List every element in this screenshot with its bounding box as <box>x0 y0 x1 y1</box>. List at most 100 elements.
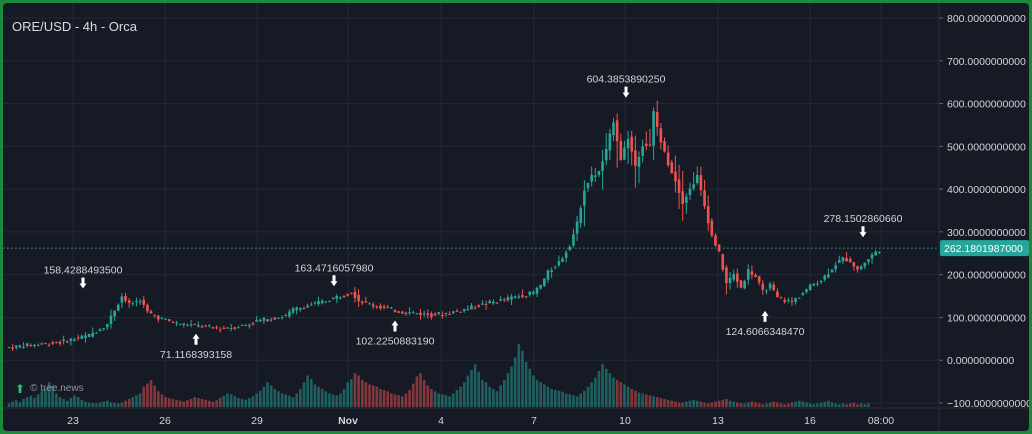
volume-bar <box>739 403 743 407</box>
candle-body <box>401 311 404 314</box>
candle-body <box>473 307 477 309</box>
candle-body <box>84 335 87 339</box>
high-arrow-icon <box>330 275 338 287</box>
volume-bar <box>302 382 306 407</box>
volume-bar <box>838 404 841 407</box>
candle-body <box>167 319 171 322</box>
candle-body <box>331 297 335 299</box>
volume-bar <box>368 384 371 407</box>
volume-bar <box>743 403 746 407</box>
volume-bar <box>812 404 816 407</box>
volume-bar <box>262 386 266 407</box>
volume-bar <box>182 401 186 407</box>
volume-bar <box>415 376 419 407</box>
candle-body <box>335 295 339 299</box>
candle-body <box>776 291 779 298</box>
candle-body <box>441 314 444 316</box>
volume-bar <box>852 402 856 407</box>
volume-bar <box>211 401 215 407</box>
volume-bar <box>510 366 513 407</box>
volume-bar <box>830 402 834 407</box>
volume-bar <box>218 398 222 407</box>
volume-bar <box>779 403 783 407</box>
volume-bar <box>342 389 346 407</box>
candle-body <box>113 310 116 317</box>
candle-body <box>339 297 342 299</box>
candle-body <box>459 311 462 313</box>
volume-bar <box>652 396 655 407</box>
volume-bar <box>229 394 233 407</box>
volume-bar <box>291 397 295 407</box>
candle-body <box>550 270 553 272</box>
candle-body <box>160 318 164 320</box>
candle-body <box>848 258 852 263</box>
volume-bar <box>269 385 273 407</box>
volume-bar <box>277 391 280 407</box>
candle-body <box>644 143 648 146</box>
volume-bar <box>564 393 568 407</box>
candlestick-chart[interactable]: 800.0000000000 700.0000000000 600.00000000… <box>3 3 1029 431</box>
candle-body <box>164 318 167 320</box>
candle-body <box>659 128 663 143</box>
candle-body <box>779 297 783 299</box>
candle-body <box>736 273 739 282</box>
candle-body <box>328 301 331 303</box>
volume-bar <box>808 403 812 407</box>
candle-body <box>357 294 360 302</box>
volume-bar <box>579 393 583 407</box>
annotation-label: 102.2250883190 <box>356 335 435 347</box>
volume-bar <box>692 399 695 407</box>
candle-body <box>634 150 637 166</box>
candle-body <box>827 274 830 278</box>
candle-body <box>58 341 62 344</box>
low-arrow-icon <box>391 320 399 332</box>
candle-body <box>488 301 491 304</box>
candle-body <box>685 196 688 203</box>
volume-bar <box>706 403 710 407</box>
candle-body <box>109 315 113 324</box>
volume-bar <box>663 398 666 407</box>
volume-bar <box>437 393 441 407</box>
volume-bar <box>371 385 375 407</box>
candle-body <box>29 345 33 347</box>
volume-bar <box>295 393 298 407</box>
candle-body <box>521 294 524 298</box>
volume-bar <box>787 403 790 407</box>
volume-bar <box>746 402 750 407</box>
volume-bar <box>36 394 40 407</box>
volume-bar <box>386 391 390 407</box>
candle-body <box>393 309 397 312</box>
candle-body <box>309 304 313 306</box>
volume-bar <box>856 404 859 407</box>
candle-body <box>663 141 666 152</box>
volume-bar <box>44 388 47 407</box>
candle-body <box>725 267 728 284</box>
volume-bar <box>29 395 33 407</box>
candle-body <box>819 280 823 283</box>
candle-body <box>743 280 746 289</box>
volume-bar <box>546 386 550 407</box>
watermark: ⬆ © tree.news <box>15 383 84 395</box>
volume-bar <box>619 382 623 407</box>
volume-bar <box>40 391 44 407</box>
candle-body <box>655 112 659 127</box>
volume-bar <box>87 402 91 407</box>
candle-body <box>470 305 473 310</box>
volume-bar <box>455 389 459 407</box>
candle-body <box>178 324 182 326</box>
candle-body <box>608 133 612 151</box>
candle-body <box>379 305 382 309</box>
candle-body <box>553 267 557 269</box>
candle-body <box>149 311 153 314</box>
volume-bar <box>135 395 138 407</box>
volume-bar <box>80 399 84 407</box>
volume-bar <box>408 389 411 407</box>
volume-bar <box>175 399 178 407</box>
candle-body <box>604 148 608 161</box>
volume-bar <box>637 392 641 407</box>
candle-body <box>484 304 488 306</box>
candle-body <box>229 328 233 330</box>
volume-bar <box>488 386 491 407</box>
candle-body <box>426 313 430 315</box>
candle-body <box>492 301 495 304</box>
